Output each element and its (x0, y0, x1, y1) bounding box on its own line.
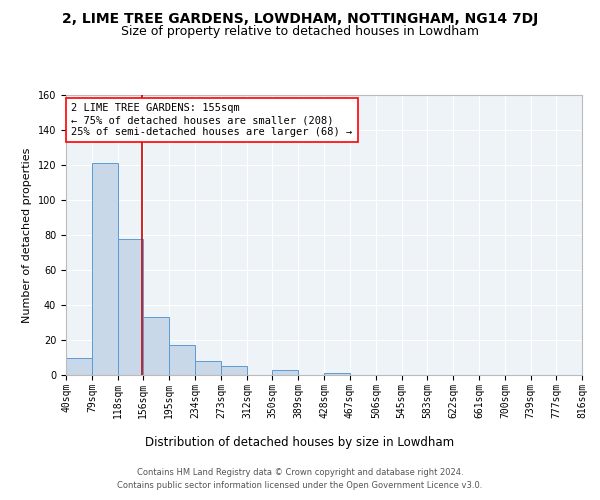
Bar (143, 318, 169, 375)
Y-axis label: Number of detached properties: Number of detached properties (22, 148, 32, 322)
Bar (272, 370, 298, 375)
Text: Distribution of detached houses by size in Lowdham: Distribution of detached houses by size … (145, 436, 455, 449)
Text: Contains public sector information licensed under the Open Government Licence v3: Contains public sector information licen… (118, 480, 482, 490)
Bar (195, 361, 221, 375)
Text: Contains HM Land Registry data © Crown copyright and database right 2024.: Contains HM Land Registry data © Crown c… (137, 468, 463, 477)
Bar (92, 163, 118, 375)
Text: Size of property relative to detached houses in Lowdham: Size of property relative to detached ho… (121, 25, 479, 38)
Bar (324, 373, 350, 375)
Bar (118, 238, 143, 375)
Bar (66, 358, 92, 375)
Bar (169, 345, 195, 375)
Text: 2 LIME TREE GARDENS: 155sqm
← 75% of detached houses are smaller (208)
25% of se: 2 LIME TREE GARDENS: 155sqm ← 75% of det… (71, 104, 352, 136)
Text: 2, LIME TREE GARDENS, LOWDHAM, NOTTINGHAM, NG14 7DJ: 2, LIME TREE GARDENS, LOWDHAM, NOTTINGHA… (62, 12, 538, 26)
Bar (221, 366, 247, 375)
